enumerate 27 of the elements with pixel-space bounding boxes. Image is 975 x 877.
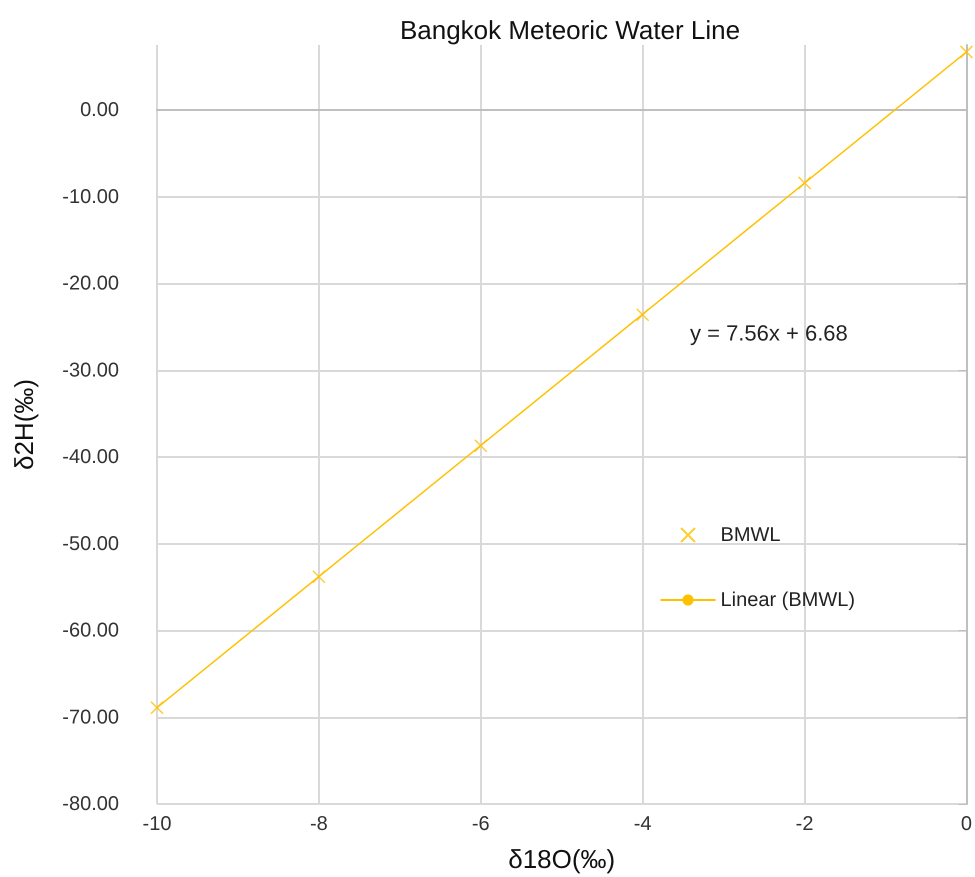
point xyxy=(150,700,164,714)
point xyxy=(960,45,974,59)
y-tick-label: 0.00 xyxy=(80,99,119,122)
point xyxy=(312,570,326,584)
point xyxy=(474,439,488,452)
y-axis-title: δ2H(‰) xyxy=(9,378,39,470)
y-tick-label: -50.00 xyxy=(62,532,119,555)
x-tick-label: -2 xyxy=(796,813,814,835)
x-tick-label: -8 xyxy=(310,813,328,835)
x-tick-label: -6 xyxy=(472,813,490,835)
y-tick-label: -60.00 xyxy=(62,620,119,642)
x-tick-label: -10 xyxy=(142,813,172,835)
legend-label: Linear (BMWL) xyxy=(720,589,856,611)
legend-label: BMWL xyxy=(720,524,781,546)
annotation: y = 7.56x + 6.68 xyxy=(690,320,848,346)
x-axis-title: δ18O(‰) xyxy=(508,844,616,874)
point xyxy=(798,176,812,190)
x-tick-label: 0 xyxy=(960,813,972,835)
y-tick-label: -80.00 xyxy=(62,793,119,815)
y-tick-label: -10.00 xyxy=(62,186,119,208)
y-tick-label: -40.00 xyxy=(62,446,119,468)
y-tick-label: -70.00 xyxy=(62,706,119,728)
y-tick-label: -20.00 xyxy=(62,272,119,295)
point xyxy=(636,308,650,322)
chart-title: Bangkok Meteoric Water Line xyxy=(400,15,740,45)
x-tick-label: -4 xyxy=(634,813,652,835)
y-tick-label: -30.00 xyxy=(62,359,119,382)
